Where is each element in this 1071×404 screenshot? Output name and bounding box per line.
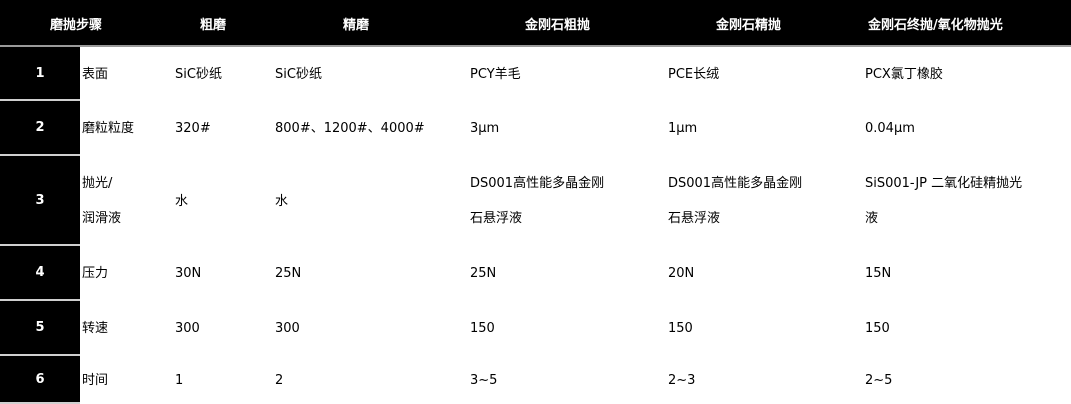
table-cell: SiC砂纸 <box>175 66 222 82</box>
header-final-polish: 金刚石终抛/氧化物抛光 <box>868 18 1003 33</box>
row-index: 6 <box>0 356 80 404</box>
row-index: 4 <box>0 246 80 301</box>
table-cell: 3μm <box>470 121 500 136</box>
table-cell: 水 <box>175 193 189 209</box>
table-cell: PCX氯丁橡胶 <box>865 66 943 82</box>
row-index: 5 <box>0 301 80 356</box>
row-label: 压力 <box>82 266 109 281</box>
header-step: 磨抛步骤 <box>50 18 103 33</box>
table-cell: 25N <box>275 266 302 281</box>
table-cell: 2 <box>275 372 284 388</box>
table-cell: 300 <box>175 321 200 336</box>
table-header: 磨抛步骤 粗磨 精磨 金刚石粗抛 金刚石精抛 金刚石终抛/氧化物抛光 <box>0 0 1071 47</box>
row-label: 时间 <box>82 372 109 388</box>
table-cell: 15N <box>865 266 892 281</box>
table-row: 3 抛光/ 润滑液 水 水 DS001高性能多晶金刚 石悬浮液 DS001高性能多晶金刚 … <box>0 156 1071 246</box>
table-cell: 25N <box>470 266 497 281</box>
table-cell: PCY羊毛 <box>470 66 521 82</box>
table-cell: 300 <box>275 321 300 336</box>
table-cell: 150 <box>865 321 890 336</box>
header-diamond-fine-polish: 金刚石精抛 <box>716 18 782 33</box>
table-row: 6 时间 1 2 3~5 2~3 2~5 <box>0 356 1071 404</box>
table-cell: PCE长绒 <box>668 66 720 82</box>
table-cell: 3~5 <box>470 372 498 388</box>
table-cell: 1μm <box>668 121 698 136</box>
row-label: 转速 <box>82 321 109 336</box>
table-row: 1 表面 SiC砂纸 SiC砂纸 PCY羊毛 PCE长绒 PCX氯丁橡胶 <box>0 47 1071 101</box>
row-index: 2 <box>0 101 80 156</box>
table-cell: DS001高性能多晶金刚 石悬浮液 <box>470 176 605 226</box>
table-cell: 150 <box>668 321 693 336</box>
header-coarse-grind: 粗磨 <box>200 18 227 33</box>
table-cell: 水 <box>275 193 289 209</box>
table-cell: SiC砂纸 <box>275 66 322 82</box>
row-label: 磨粒粒度 <box>82 121 135 136</box>
table-cell: 20N <box>668 266 695 281</box>
table-cell: 800#、1200#、4000# <box>275 121 425 136</box>
table-cell: 150 <box>470 321 495 336</box>
row-label: 抛光/ 润滑液 <box>82 176 122 226</box>
table-cell: 2~5 <box>865 372 893 388</box>
table-cell: 30N <box>175 266 202 281</box>
table-cell: 320# <box>175 121 211 136</box>
header-diamond-coarse-polish: 金刚石粗抛 <box>525 18 591 33</box>
row-label: 表面 <box>82 66 109 82</box>
header-fine-grind: 精磨 <box>343 18 370 33</box>
table-cell: DS001高性能多晶金刚 石悬浮液 <box>668 176 803 226</box>
table-cell: 0.04μm <box>865 121 915 136</box>
table-row: 2 磨粒粒度 320# 800#、1200#、4000# 3μm 1μm 0.04μm <box>0 101 1071 156</box>
table-row: 5 转速 300 300 150 150 150 <box>0 301 1071 356</box>
table-cell: SiS001-JP 二氧化硅精抛光 液 <box>865 176 1023 226</box>
table-cell: 2~3 <box>668 372 696 388</box>
row-index: 1 <box>0 47 80 101</box>
table-row: 4 压力 30N 25N 25N 20N 15N <box>0 246 1071 301</box>
table-cell: 1 <box>175 372 184 388</box>
row-index: 3 <box>0 156 80 246</box>
